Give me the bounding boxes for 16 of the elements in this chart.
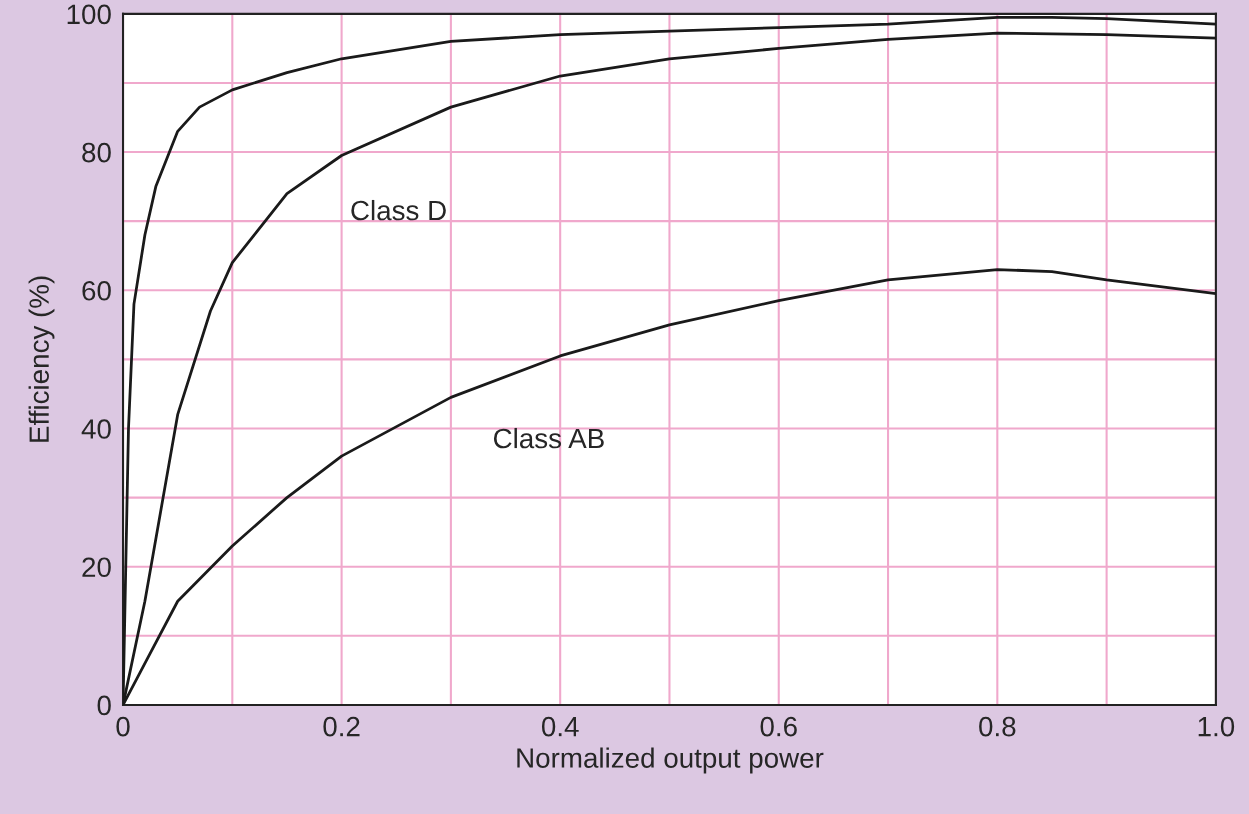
y-tick-label: 60 [82,280,111,301]
y-tick-label: 80 [82,142,111,163]
y-tick-label: 20 [82,557,111,578]
y-tick-label: 40 [81,419,111,439]
y-tick-label: 100 [67,4,111,25]
x-tick-label: 0.4 [541,716,579,737]
x-tick-label: 0.6 [760,716,797,737]
y-axis-title: Efficiency (%) [28,276,55,442]
y-tick-label: 0 [97,695,111,716]
x-axis-title: Normalized output power [517,747,824,774]
series-label: Class AB [493,427,604,449]
x-tick-label: 1.0 [1198,716,1235,737]
x-tick-label: 0.8 [979,716,1016,737]
series-label: Class D [351,199,446,221]
x-tick-label: 0.2 [323,716,360,737]
x-tick-label: 0 [116,716,130,737]
